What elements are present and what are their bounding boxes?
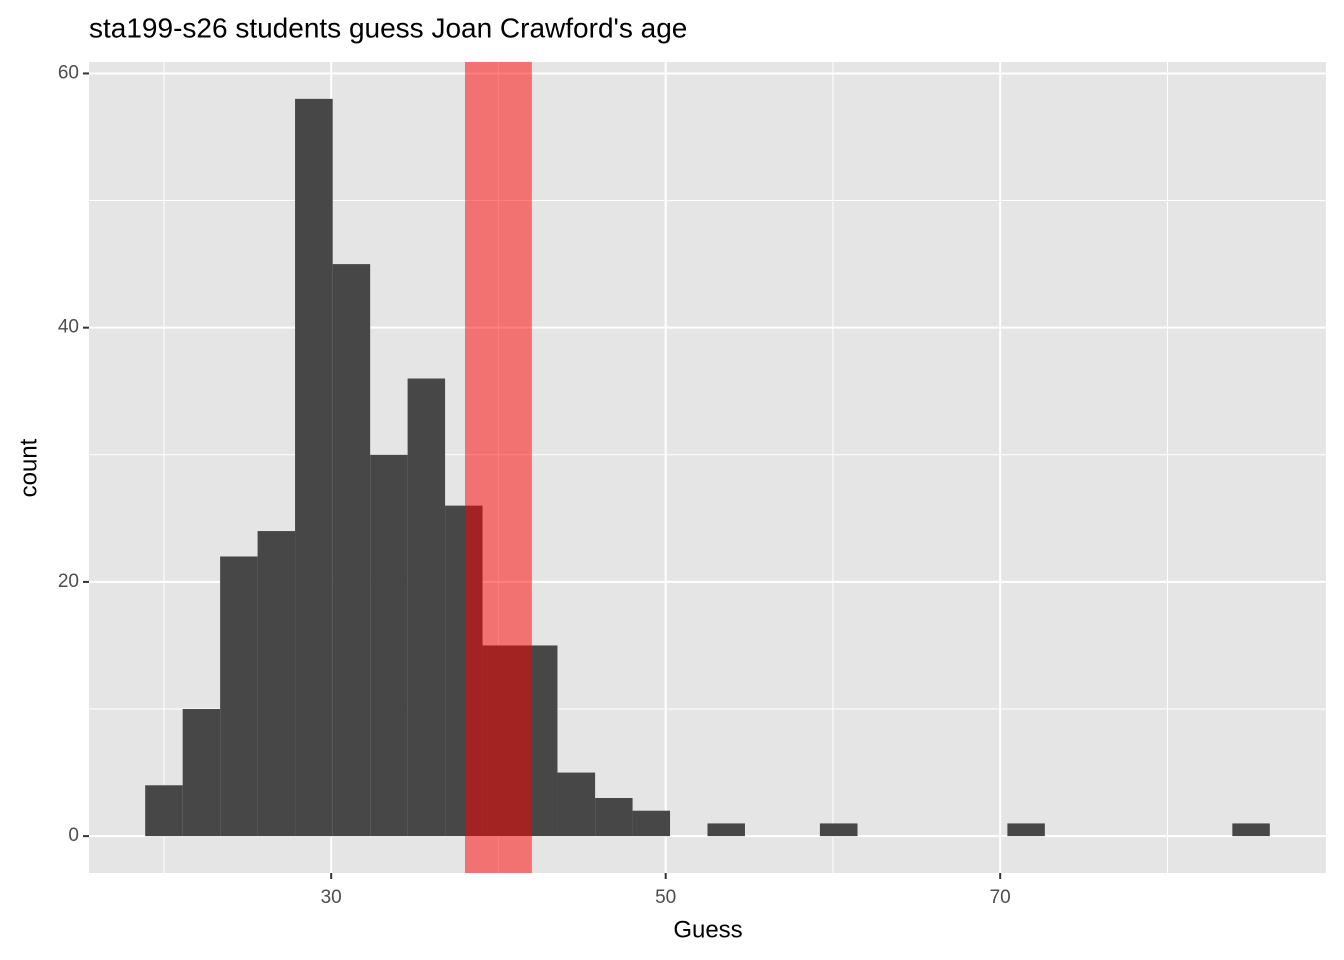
y-axis-title: count [15,438,42,497]
y-tick-label: 0 [68,825,79,846]
highlight-band [464,62,532,873]
bar [819,823,858,837]
bar [595,798,633,837]
y-tick-label: 60 [58,62,79,83]
bar [332,264,371,837]
bar [1232,823,1270,837]
bar [295,98,333,837]
bar [557,772,596,837]
y-tick-label: 40 [58,317,79,338]
bar [145,785,183,837]
x-tick-label: 30 [321,887,342,908]
bar [407,378,446,837]
chart-title: sta199-s26 students guess Joan Crawford'… [89,12,687,43]
bar [632,810,671,837]
bar [1007,823,1045,837]
y-tick-label: 20 [58,571,79,592]
x-axis-title: Guess [673,916,742,943]
bar [220,556,258,837]
x-tick-label: 70 [990,887,1011,908]
bar [707,823,745,837]
bar [257,531,296,837]
x-tick-label: 50 [655,887,676,908]
bar [370,454,408,837]
bar [182,709,221,837]
